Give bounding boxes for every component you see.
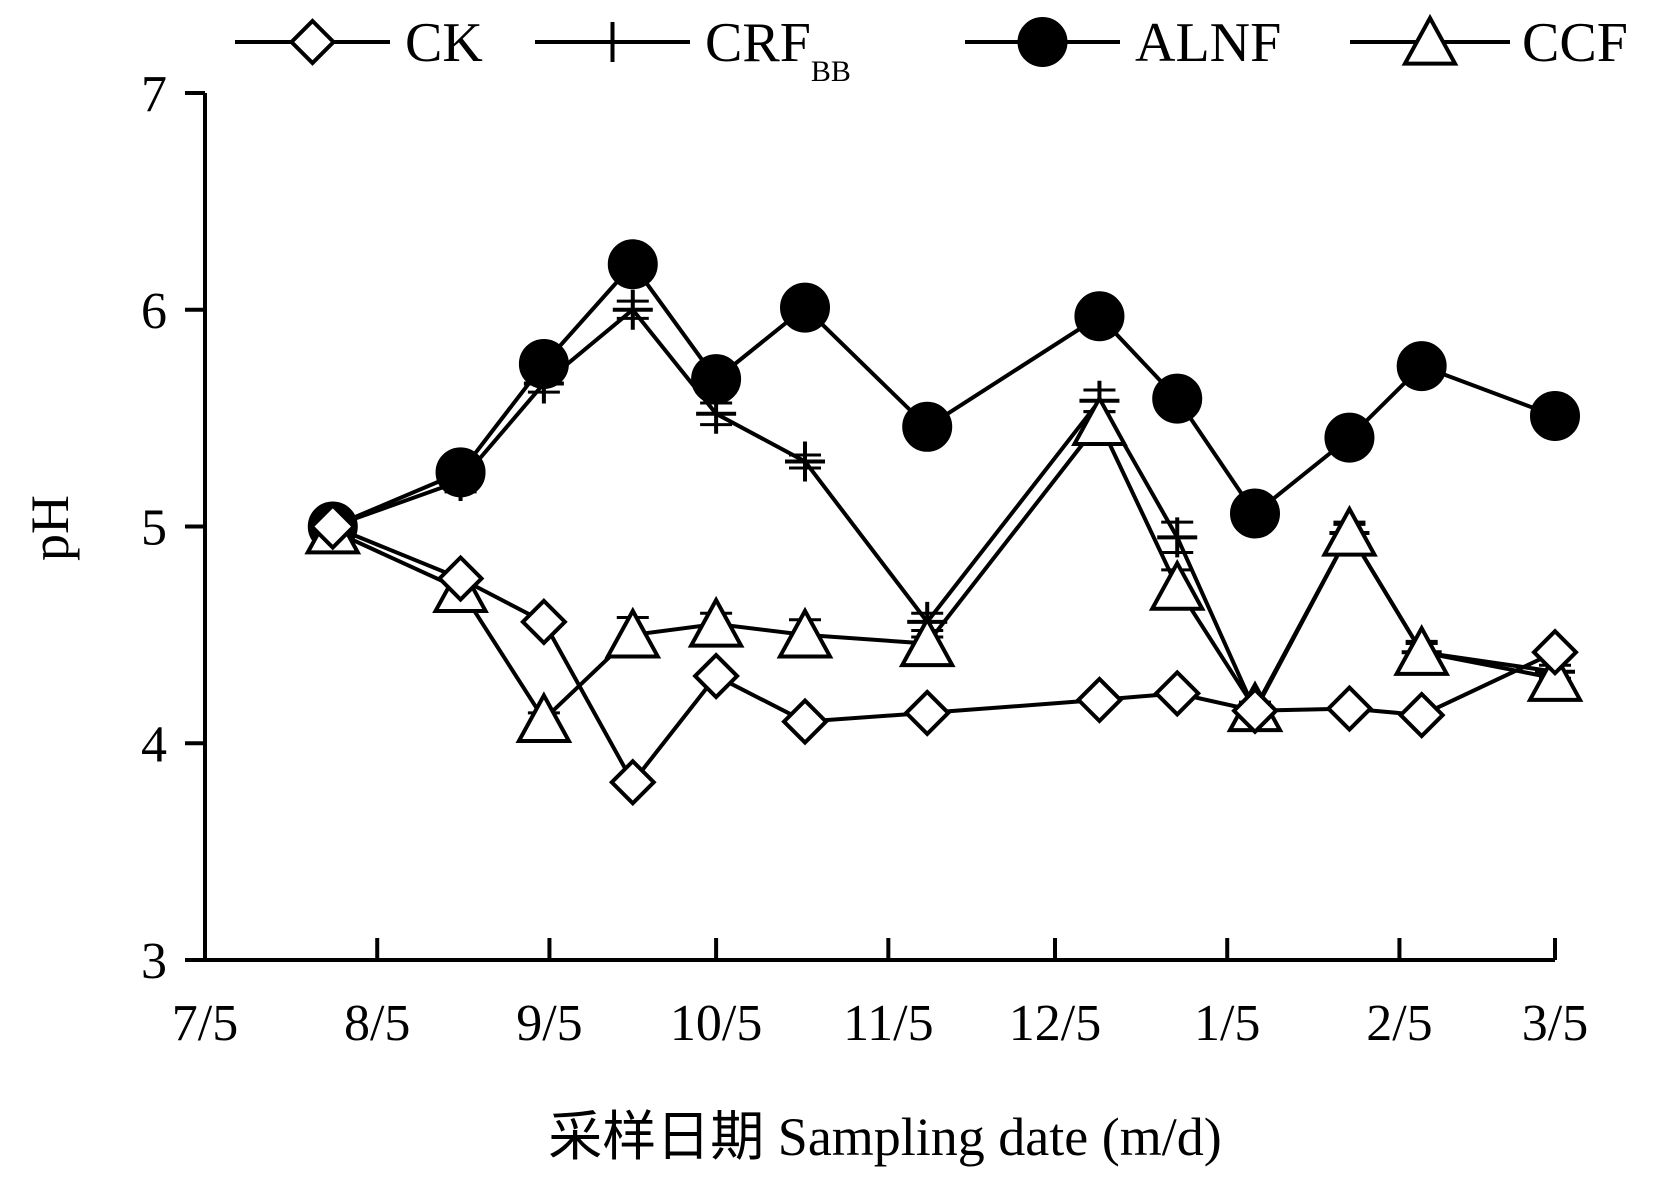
series-alnf <box>307 239 1580 552</box>
data-point <box>781 697 829 746</box>
x-tick-label: 12/5 <box>1009 995 1101 1052</box>
legend-label: CCF <box>1522 12 1628 74</box>
data-point <box>1157 517 1198 558</box>
data-point <box>1531 628 1579 677</box>
x-tick-label: 2/5 <box>1366 995 1432 1052</box>
data-point <box>520 598 568 646</box>
data-point <box>785 441 825 482</box>
data-point <box>1526 650 1584 702</box>
data-point <box>1325 684 1374 733</box>
data-point <box>692 652 740 700</box>
data-point <box>612 289 653 330</box>
legend-entry-alnf: ALNF <box>965 12 1281 74</box>
data-point <box>1152 373 1203 424</box>
legend-marker <box>592 22 633 62</box>
data-point <box>1075 676 1124 724</box>
data-point <box>1153 669 1202 718</box>
y-tick-label: 7 <box>141 66 167 123</box>
legend-marker <box>1017 17 1068 67</box>
x-axis-title: 采样日期 Sampling date (m/d) <box>548 1107 1221 1167</box>
y-tick-label: 4 <box>141 716 167 773</box>
data-point <box>1396 341 1447 392</box>
legend-label: ALNF <box>1135 12 1281 74</box>
legend-entry-crf: CRFBB <box>535 12 851 88</box>
x-axis: 7/5 8/5 9/5 10/5 11/5 12/5 1/5 2/5 3/5 <box>172 938 1588 1052</box>
plot-area <box>304 239 1584 807</box>
data-point <box>608 758 657 807</box>
legend-label: CK <box>405 12 483 74</box>
series-line <box>331 418 1556 723</box>
data-point <box>780 282 830 333</box>
legend: CK CRFBB ALNF CCF <box>235 12 1628 88</box>
y-tick-label: 5 <box>141 500 167 557</box>
data-point <box>1324 412 1375 463</box>
data-point <box>308 502 357 551</box>
x-tick-label: 1/5 <box>1194 995 1260 1052</box>
legend-label: CRFBB <box>705 12 851 88</box>
data-point <box>1231 686 1279 735</box>
data-point <box>903 689 952 737</box>
data-point <box>1230 488 1280 539</box>
data-point <box>1530 390 1580 441</box>
data-point <box>1074 291 1125 342</box>
data-point <box>440 460 481 501</box>
x-tick-label: 8/5 <box>344 995 410 1052</box>
data-point <box>1393 624 1451 676</box>
data-point <box>523 363 564 404</box>
x-tick-label: 3/5 <box>1522 995 1588 1052</box>
legend-label-text: CK <box>405 12 483 74</box>
y-axis-title: pH <box>20 495 80 561</box>
legend-marker <box>288 18 337 66</box>
legend-label-text: CCF <box>1522 12 1628 74</box>
legend-entry-ccf: CCF <box>1350 12 1628 74</box>
data-point <box>1397 691 1446 739</box>
y-tick-label: 6 <box>141 283 167 340</box>
legend-label-text: ALNF <box>1135 12 1281 74</box>
x-tick-label: 10/5 <box>670 995 762 1052</box>
data-point <box>1148 559 1206 611</box>
y-axis: 3 4 5 6 7 <box>141 66 207 990</box>
x-tick-label: 11/5 <box>843 995 934 1052</box>
series-ck <box>308 502 1579 807</box>
series-line <box>331 261 1556 529</box>
data-point <box>436 554 485 603</box>
legend-marker <box>1401 13 1459 66</box>
x-tick-label: 9/5 <box>516 995 582 1052</box>
data-point <box>902 401 953 452</box>
data-point <box>696 393 737 434</box>
data-point <box>1321 504 1378 557</box>
legend-entry-ck: CK <box>235 12 483 74</box>
legend-label-text: CRF <box>705 12 811 74</box>
data-point <box>607 239 658 290</box>
data-point <box>604 606 662 659</box>
data-point <box>898 615 956 668</box>
data-point <box>515 691 573 744</box>
x-tick-label: 7/5 <box>172 995 238 1052</box>
data-point <box>776 606 834 659</box>
legend-label-subscript: BB <box>811 55 851 88</box>
data-point <box>1071 394 1128 447</box>
data-point <box>687 595 745 648</box>
y-tick-label: 3 <box>141 933 167 990</box>
series-ccf <box>304 394 1584 744</box>
